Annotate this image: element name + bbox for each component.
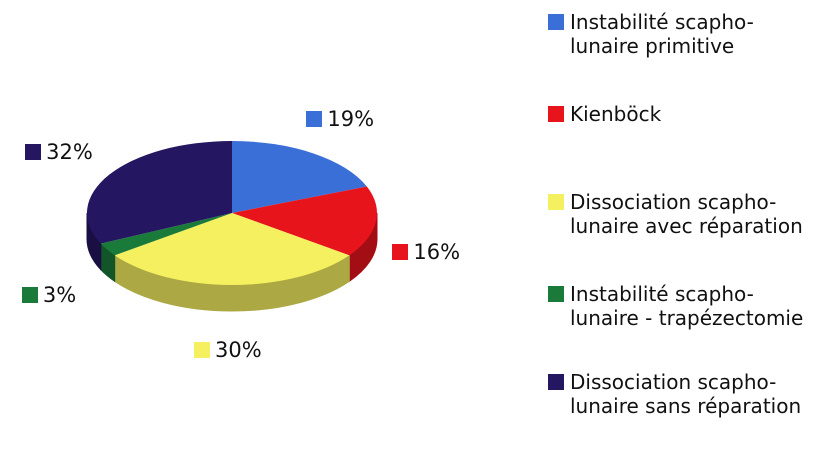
slice bbox=[86, 141, 232, 244]
legend-item: Instabilité scapho-lunaire - trapézectom… bbox=[548, 282, 820, 330]
label-swatch bbox=[306, 111, 323, 128]
slice bbox=[232, 141, 367, 213]
label-swatch bbox=[392, 244, 409, 261]
data-label: 3% bbox=[21, 283, 77, 307]
legend-text: Dissociation scapho-lunaire sans réparat… bbox=[570, 370, 802, 418]
legend-swatch bbox=[548, 14, 564, 30]
data-label: 16% bbox=[392, 240, 460, 264]
label-text: 32% bbox=[46, 139, 93, 164]
legend-item: Kienböck bbox=[548, 102, 820, 126]
label-text: 30% bbox=[215, 338, 262, 362]
legend-item: Dissociation scapho-lunaire sans réparat… bbox=[548, 370, 820, 418]
legend-swatch bbox=[548, 106, 564, 122]
data-label: 30% bbox=[194, 338, 262, 362]
legend-text: Dissociation scapho-lunaire avec réparat… bbox=[570, 190, 803, 238]
label-text: 3% bbox=[42, 283, 77, 307]
legend-text: Instabilité scapho-lunaire - trapézectom… bbox=[570, 282, 804, 330]
data-label: 32% bbox=[25, 140, 93, 164]
legend-text: Kienböck bbox=[570, 102, 662, 126]
label-swatch bbox=[25, 143, 42, 160]
legend-item: Dissociation scapho-lunaire avec réparat… bbox=[548, 190, 820, 238]
slice bbox=[100, 213, 232, 256]
legend-item: Instabilité scapho-lunaire primitive bbox=[548, 10, 820, 58]
legend-swatch bbox=[548, 286, 564, 302]
label-swatch bbox=[21, 287, 38, 303]
data-label: 19% bbox=[306, 107, 374, 131]
legend-swatch bbox=[548, 374, 564, 390]
label-text: 19% bbox=[327, 107, 375, 132]
slice bbox=[114, 213, 350, 286]
label-swatch bbox=[194, 342, 210, 358]
slice bbox=[232, 186, 378, 256]
legend-swatch bbox=[548, 194, 564, 210]
label-text: 16% bbox=[413, 240, 461, 265]
legend-text: Instabilité scapho-lunaire primitive bbox=[570, 10, 754, 58]
